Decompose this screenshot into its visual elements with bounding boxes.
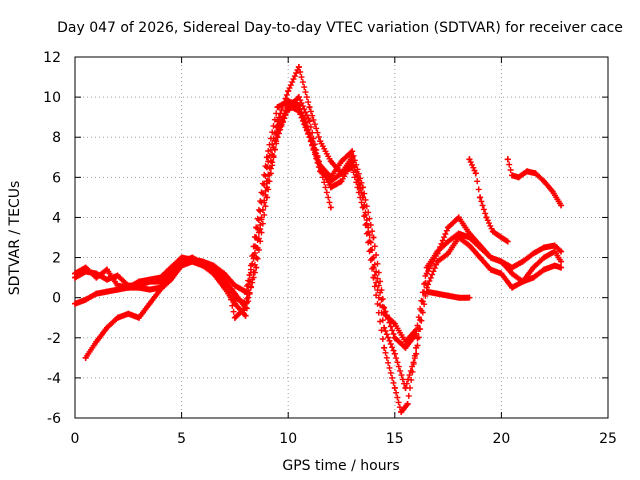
x-tick-labels: 0 5 10 15 20 25 — [71, 431, 617, 447]
data-point — [327, 204, 334, 211]
y-tick-label: 4 — [52, 210, 61, 226]
series-arc-5 — [225, 102, 565, 415]
y-tick-label: 0 — [52, 291, 61, 307]
series-arc-8 — [504, 156, 565, 209]
x-tick-label: 10 — [279, 431, 297, 447]
x-tick-label: 5 — [177, 431, 186, 447]
series-arc-3 — [72, 98, 565, 351]
series-arc-7 — [466, 156, 511, 245]
chart-title: Day 047 of 2026, Sidereal Day-to-day VTE… — [57, 20, 623, 36]
axis-ticks — [74, 56, 609, 419]
grid-lines — [75, 57, 608, 418]
y-tick-label: -6 — [47, 411, 61, 427]
series-layer — [72, 64, 565, 415]
y-tick-label: -2 — [47, 331, 61, 347]
series-trail — [466, 156, 510, 244]
series-trail — [504, 156, 563, 207]
y-axis-label: SDTVAR / TECUs — [7, 181, 23, 296]
y-tick-label: 6 — [52, 170, 61, 186]
x-tick-label: 0 — [71, 431, 80, 447]
x-axis-label: GPS time / hours — [282, 458, 399, 474]
series-trail — [225, 102, 563, 415]
y-tick-label: -4 — [47, 371, 61, 387]
plot-frame — [74, 56, 609, 419]
y-tick-label: 8 — [52, 130, 61, 146]
x-tick-label: 15 — [386, 431, 404, 447]
y-tick-labels: -6 -4 -2 0 2 4 6 8 10 12 — [43, 50, 61, 427]
series-trail — [423, 288, 472, 301]
series-arc-6 — [423, 288, 473, 301]
y-tick-label: 2 — [52, 251, 61, 267]
y-tick-label: 12 — [43, 50, 61, 66]
x-tick-label: 20 — [492, 431, 510, 447]
y-tick-label: 10 — [43, 90, 61, 106]
x-tick-label: 25 — [599, 431, 617, 447]
